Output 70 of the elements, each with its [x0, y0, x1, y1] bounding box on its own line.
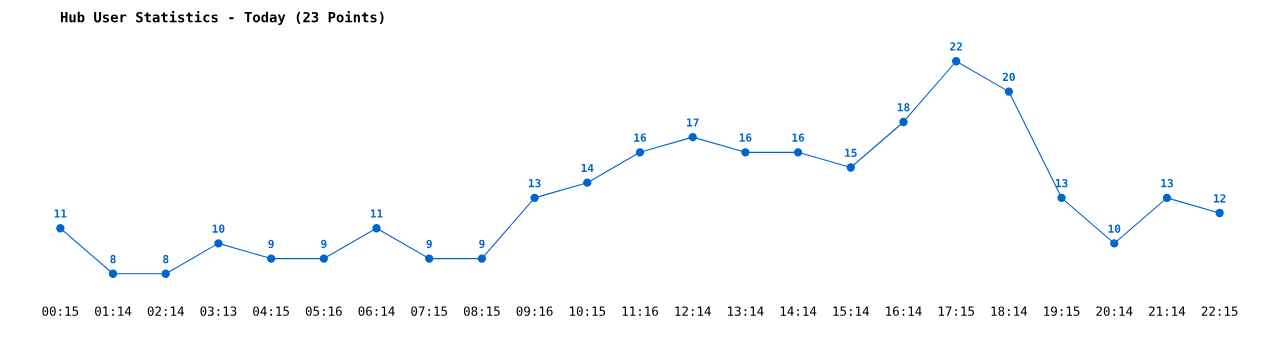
x-tick-label: 09:16: [516, 306, 553, 316]
point: [1057, 193, 1066, 203]
point: [425, 254, 434, 263]
x-tick-label: 18:14: [991, 306, 1028, 316]
x-tick-label: 06:14: [358, 306, 395, 316]
point: [846, 163, 855, 172]
data-label: 9: [426, 239, 432, 249]
data-label: 10: [212, 224, 225, 233]
point: [952, 57, 961, 66]
point: [1162, 193, 1172, 203]
point: [214, 239, 223, 248]
point: [108, 269, 118, 278]
x-tick-label: 05:16: [305, 306, 342, 316]
point: [1215, 208, 1224, 218]
x-tick-label: 14:14: [780, 306, 817, 316]
point: [161, 269, 170, 278]
x-tick-label: 10:15: [569, 306, 606, 316]
data-label: 16: [739, 133, 752, 142]
x-tick-label: 16:14: [886, 306, 922, 316]
data-label: 11: [370, 209, 383, 218]
x-tick-label: 02:14: [147, 306, 184, 316]
x-tick-label: 13:14: [728, 306, 764, 316]
x-tick-label: 20:14: [1096, 306, 1133, 316]
data-label: 15: [845, 148, 857, 158]
data-label: 22: [950, 42, 962, 51]
x-tick-label: 19:15: [1044, 306, 1080, 316]
point: [635, 148, 645, 157]
data-label: 9: [268, 239, 274, 249]
point: [688, 132, 697, 142]
data-label: 12: [1213, 194, 1226, 203]
data-label: 18: [897, 103, 910, 112]
x-tick-label: 04:15: [253, 306, 289, 316]
data-label: 9: [479, 239, 485, 249]
data-label: 20: [1002, 72, 1015, 82]
x-tick-label: 12:14: [675, 306, 711, 316]
point: [899, 117, 908, 127]
point: [372, 224, 381, 233]
data-label: 13: [1161, 178, 1173, 188]
x-tick-label: 17:15: [938, 306, 974, 316]
data-label: 9: [321, 239, 327, 249]
data-label: 10: [1108, 224, 1121, 233]
data-label: 13: [528, 178, 541, 188]
data-label: 16: [792, 133, 805, 142]
x-tick-label: 21:14: [1149, 306, 1186, 316]
x-tick-label: 08:15: [463, 306, 500, 316]
point: [793, 148, 803, 157]
point: [741, 148, 750, 157]
x-tick-label: 03:13: [200, 306, 237, 316]
data-label: 11: [54, 209, 67, 218]
data-label: 16: [634, 133, 647, 142]
point: [56, 224, 65, 233]
point: [1004, 87, 1014, 96]
data-label: 14: [581, 163, 594, 173]
data-label: 8: [163, 254, 169, 264]
x-tick-label: 00:15: [42, 306, 79, 316]
point: [266, 254, 276, 263]
data-label: 17: [687, 118, 699, 127]
point: [530, 193, 539, 203]
data-label: 8: [110, 254, 116, 264]
x-tick-label: 07:15: [411, 306, 448, 316]
data-label: 13: [1055, 178, 1068, 188]
x-tick-label: 22:15: [1201, 306, 1238, 316]
x-tick-label: 15:14: [833, 306, 869, 316]
x-tick-label: 11:16: [622, 306, 658, 316]
point: [583, 178, 592, 187]
x-tick-label: 01:14: [95, 306, 132, 316]
point: [319, 254, 328, 263]
chart-title: Hub User Statistics - Today (23 Points): [60, 10, 384, 26]
point: [477, 254, 487, 263]
point: [1110, 239, 1119, 248]
